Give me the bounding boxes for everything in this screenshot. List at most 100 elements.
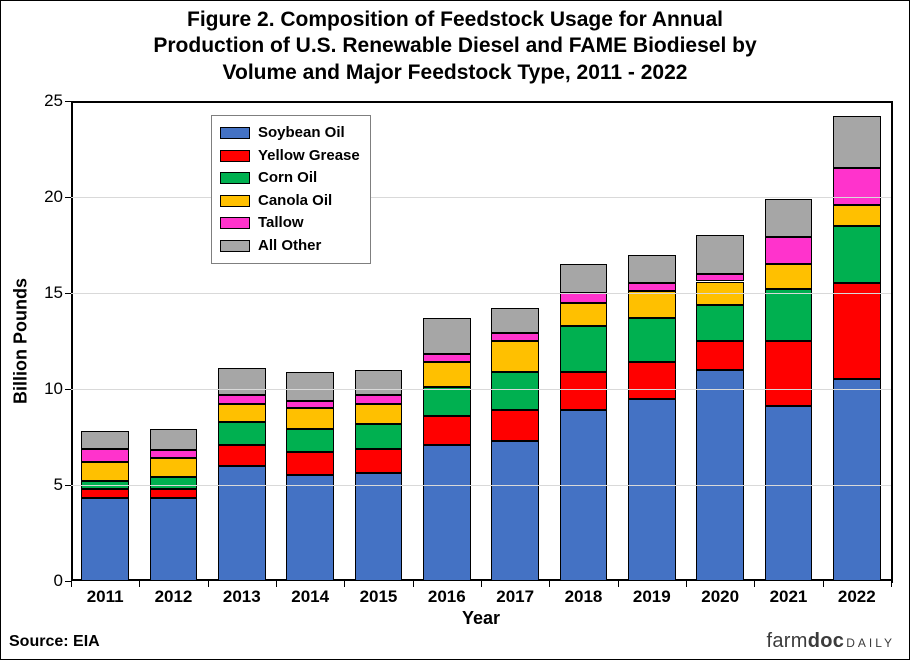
bar-segment-tallow [423, 354, 471, 362]
legend-swatch [220, 172, 250, 184]
xtick-label: 2021 [770, 581, 808, 607]
bar-segment-corn_oil [286, 429, 334, 452]
bar-group: 2022 [833, 101, 881, 581]
legend-swatch [220, 127, 250, 139]
xtick-label: 2017 [496, 581, 534, 607]
bar-segment-corn_oil [560, 326, 608, 372]
bar-segment-all_other [696, 235, 744, 273]
bar-group: 2021 [765, 101, 813, 581]
bar-segment-tallow [628, 283, 676, 291]
bar-segment-tallow [491, 333, 539, 341]
bar-segment-yellow_grease [81, 489, 129, 499]
ytick-label: 25 [44, 91, 71, 111]
legend-label: Soybean Oil [258, 122, 345, 145]
chart-title-line: Volume and Major Feedstock Type, 2011 - … [1, 60, 909, 86]
chart-title: Figure 2. Composition of Feedstock Usage… [1, 7, 909, 86]
xtick-mark [344, 581, 345, 587]
xtick-mark [481, 581, 482, 587]
legend-swatch [220, 240, 250, 252]
xtick-mark [618, 581, 619, 587]
bar-segment-soybean_oil [286, 475, 334, 581]
bar-segment-yellow_grease [150, 489, 198, 499]
xtick-label: 2019 [633, 581, 671, 607]
legend-item-tallow: Tallow [220, 212, 360, 235]
bar-segment-all_other [286, 372, 334, 401]
bar-segment-canola_oil [833, 205, 881, 226]
bar-group: 2017 [491, 101, 539, 581]
bar-group: 2020 [696, 101, 744, 581]
bar-segment-all_other [765, 199, 813, 237]
ytick-label: 15 [44, 283, 71, 303]
bar-segment-all_other [560, 264, 608, 293]
xtick-mark [891, 581, 892, 587]
bar-segment-yellow_grease [628, 362, 676, 398]
ytick-label: 10 [44, 379, 71, 399]
bar-segment-yellow_grease [355, 449, 403, 474]
xtick-label: 2018 [565, 581, 603, 607]
bar-group: 2019 [628, 101, 676, 581]
xtick-mark [549, 581, 550, 587]
bar-segment-tallow [286, 401, 334, 409]
bar-group: 2018 [560, 101, 608, 581]
bar-segment-all_other [423, 318, 471, 354]
xtick-mark [208, 581, 209, 587]
legend-item-canola_oil: Canola Oil [220, 190, 360, 213]
bar-segment-yellow_grease [560, 372, 608, 410]
brand-part-doc: doc [808, 630, 844, 652]
gridline [71, 389, 891, 390]
bar-segment-all_other [491, 308, 539, 333]
legend-item-yellow_grease: Yellow Grease [220, 145, 360, 168]
bar-segment-tallow [696, 274, 744, 282]
bar-segment-soybean_oil [560, 410, 608, 581]
bar-segment-yellow_grease [218, 445, 266, 466]
legend-swatch [220, 195, 250, 207]
legend-item-soybean_oil: Soybean Oil [220, 122, 360, 145]
bar-segment-corn_oil [355, 424, 403, 449]
brand-part-farm: farm [767, 630, 808, 652]
xtick-mark [71, 581, 72, 587]
ytick-label: 20 [44, 187, 71, 207]
xtick-mark [754, 581, 755, 587]
bar-segment-canola_oil [423, 362, 471, 387]
bar-segment-soybean_oil [81, 498, 129, 581]
xtick-mark [413, 581, 414, 587]
bar-segment-all_other [628, 255, 676, 284]
bar-segment-all_other [355, 370, 403, 395]
bar-segment-tallow [765, 237, 813, 264]
xtick-mark [139, 581, 140, 587]
chart-title-line: Production of U.S. Renewable Diesel and … [1, 33, 909, 59]
legend-swatch [220, 150, 250, 162]
bar-segment-soybean_oil [696, 370, 744, 581]
xtick-label: 2011 [87, 581, 124, 607]
xtick-label: 2020 [701, 581, 739, 607]
xtick-label: 2022 [838, 581, 876, 607]
legend-label: Corn Oil [258, 167, 317, 190]
legend-label: All Other [258, 235, 321, 258]
bar-segment-canola_oil [150, 458, 198, 477]
bar-segment-canola_oil [218, 404, 266, 421]
bar-group: 2012 [150, 101, 198, 581]
legend-label: Canola Oil [258, 190, 332, 213]
bar-segment-all_other [81, 431, 129, 448]
bar-segment-yellow_grease [696, 341, 744, 370]
bar-segment-tallow [833, 168, 881, 204]
brand-logo: farmdocDAILY [767, 630, 895, 653]
bar-segment-yellow_grease [286, 452, 334, 475]
bars-layer: 2011201220132014201520162017201820192020… [71, 101, 891, 581]
bar-segment-corn_oil [765, 289, 813, 341]
bar-segment-canola_oil [355, 404, 403, 423]
bar-segment-all_other [150, 429, 198, 450]
y-axis-title: Billion Pounds [11, 278, 32, 404]
bar-segment-tallow [355, 395, 403, 405]
bar-segment-canola_oil [765, 264, 813, 289]
ytick-label: 0 [54, 571, 71, 591]
brand-part-daily: DAILY [844, 636, 895, 650]
xtick-mark [823, 581, 824, 587]
xtick-label: 2014 [291, 581, 329, 607]
legend-label: Yellow Grease [258, 145, 360, 168]
xtick-label: 2015 [360, 581, 398, 607]
legend-item-corn_oil: Corn Oil [220, 167, 360, 190]
legend-label: Tallow [258, 212, 304, 235]
bar-segment-all_other [218, 368, 266, 395]
bar-group: 2011 [81, 101, 129, 581]
